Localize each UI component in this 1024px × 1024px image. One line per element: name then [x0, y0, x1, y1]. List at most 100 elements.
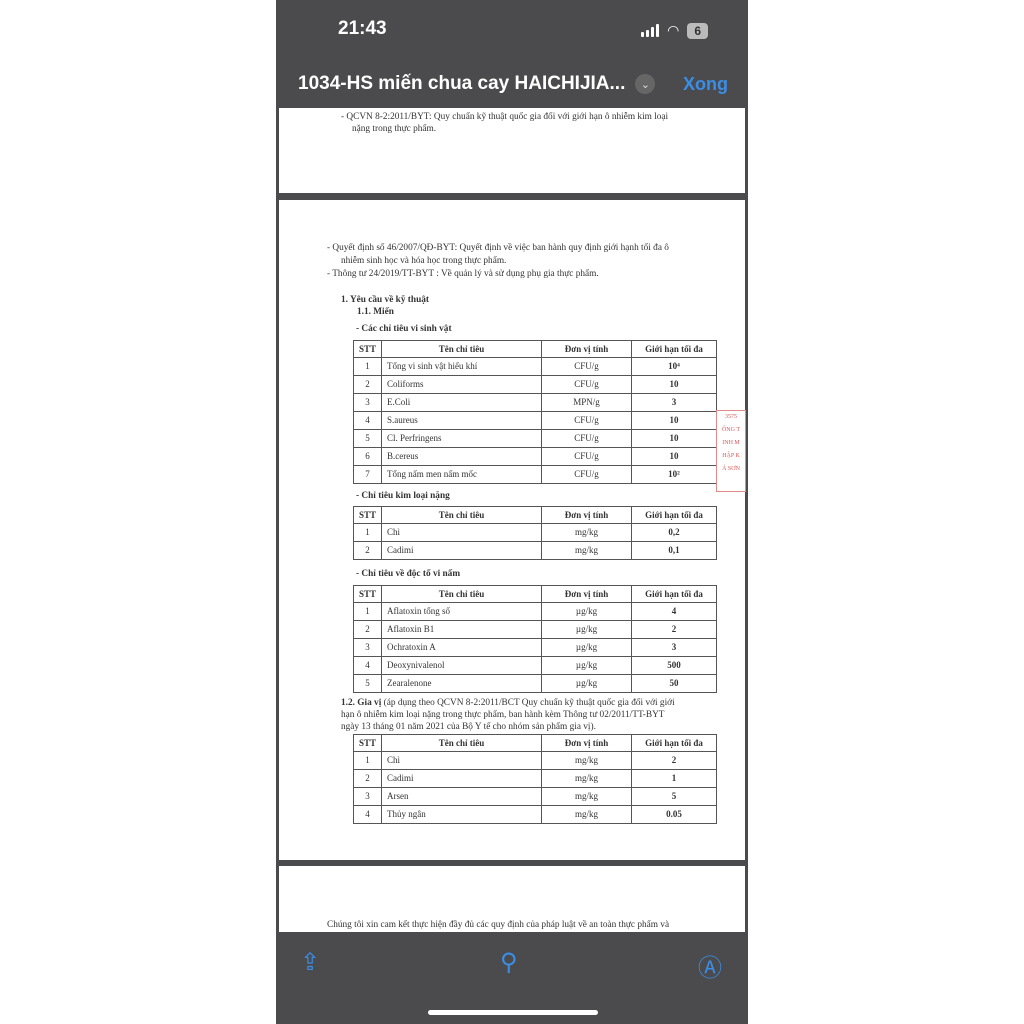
- table-row: 2 Coliforms CFU/g 10: [352, 375, 717, 394]
- table-cell: 10: [631, 411, 717, 430]
- spice-table: STT Tên chỉ tiêu Đơn vị tính Giới hạn tối đ…: [352, 734, 717, 824]
- share-icon[interactable]: ⇪: [300, 949, 321, 976]
- table-cell: CFU/g: [541, 357, 633, 376]
- table-cell: 2: [631, 620, 717, 639]
- table-header: STT Tên chỉ tiêu Đơn vị tính Giới hạn tối đ…: [352, 506, 717, 524]
- table-cell: MPN/g: [541, 393, 633, 412]
- table-cell: mg/kg: [541, 769, 633, 788]
- battery-icon: 6: [687, 22, 708, 39]
- section-label: - Các chỉ tiêu vi sinh vật: [356, 324, 452, 334]
- table-cell: Thủy ngân: [381, 805, 543, 824]
- table-cell: Tổng nấm men nấm mốc: [381, 465, 543, 484]
- column-header: Giới hạn tối đa: [631, 506, 717, 524]
- chevron-down-icon[interactable]: ⌄: [635, 74, 656, 94]
- table-cell: Ochratoxin A: [381, 638, 543, 657]
- text-line: nhiễm sinh học và hóa học trong thực phẩ…: [341, 256, 507, 266]
- table-cell: 0.05: [631, 805, 717, 824]
- table-header: STT Tên chỉ tiêu Đơn vị tính Giới hạn tối đ…: [352, 585, 717, 603]
- home-indicator: [428, 1010, 598, 1015]
- table-row: 2 Aflatoxin B1 µg/kg 2: [352, 620, 717, 639]
- text-line: - QCVN 8-2:2011/BYT: Quy chuẩn kỹ thuật …: [341, 112, 669, 122]
- pdf-page-1: - QCVN 8-2:2011/BYT: Quy chuẩn kỹ thuật …: [279, 108, 745, 193]
- table-row: 5 Cl. Perfringens CFU/g 10: [352, 429, 717, 448]
- table-cell: 6: [352, 447, 383, 466]
- table-cell: CFU/g: [541, 411, 633, 430]
- table-cell: S.aureus: [381, 411, 543, 430]
- table-cell: Cadimi: [381, 769, 543, 788]
- table-cell: Aflatoxin tổng số: [381, 602, 543, 621]
- table-cell: µg/kg: [541, 674, 633, 693]
- table-cell: 2: [352, 541, 383, 560]
- search-icon[interactable]: ⚲: [500, 949, 518, 976]
- table-cell: 1: [631, 769, 717, 788]
- table-cell: CFU/g: [541, 429, 633, 448]
- table-cell: µg/kg: [541, 620, 633, 639]
- table-cell: 50: [631, 674, 717, 693]
- pdf-page-3: Chúng tôi xin cam kết thực hiện đầy đủ c…: [279, 866, 745, 932]
- table-row: 1 Aflatoxin tổng số µg/kg 4: [352, 602, 717, 621]
- table-cell: 4: [352, 411, 383, 430]
- table-row: 6 B.cereus CFU/g 10: [352, 447, 717, 466]
- table-cell: 3: [631, 393, 717, 412]
- table-cell: 5: [352, 429, 383, 448]
- signal-icon: [641, 24, 660, 37]
- table-cell: Arsen: [381, 787, 543, 806]
- heading: 1.1. Miến: [357, 307, 394, 317]
- table-cell: 10²: [631, 465, 717, 484]
- table-cell: 1: [352, 751, 383, 770]
- table-row: 2 Cadimi mg/kg 1: [352, 769, 717, 788]
- table-cell: Tổng vi sinh vật hiếu khí: [381, 357, 543, 376]
- table-cell: 1: [352, 357, 383, 376]
- table-row: 4 Thủy ngân mg/kg 0.05: [352, 805, 717, 824]
- table-cell: 2: [352, 375, 383, 394]
- table-cell: Zearalenone: [381, 674, 543, 693]
- table-cell: 2: [352, 769, 383, 788]
- wifi-icon: ◠: [667, 22, 680, 38]
- table-header: STT Tên chỉ tiêu Đơn vị tính Giới hạn tối đ…: [352, 340, 717, 358]
- pdf-page-2: - Quyết định số 46/2007/QĐ-BYT: Quyết đị…: [279, 200, 746, 860]
- table-cell: CFU/g: [541, 465, 633, 484]
- column-header: Giới hạn tối đa: [631, 340, 717, 358]
- table-cell: 3: [352, 787, 383, 806]
- text: (áp dụng theo QCVN 8-2:2011/BCT Quy chuẩ…: [381, 698, 675, 708]
- text-line: nặng trong thực phẩm.: [352, 124, 437, 134]
- heading: 1.2. Gia vị: [341, 698, 382, 708]
- table-cell: Cadimi: [381, 541, 543, 560]
- table-cell: E.Coli: [381, 393, 543, 412]
- table-cell: mg/kg: [541, 751, 633, 770]
- column-header: Đơn vị tính: [541, 506, 633, 524]
- table-cell: 1: [352, 602, 383, 621]
- table-row: 1 Chì mg/kg 2: [352, 751, 717, 770]
- table-cell: 2: [631, 751, 717, 770]
- table-cell: 4: [631, 602, 717, 621]
- done-button[interactable]: Xong: [683, 73, 728, 94]
- table-cell: 10⁴: [631, 357, 717, 376]
- table-cell: 0,2: [631, 523, 717, 542]
- column-header: STT: [352, 506, 383, 524]
- document-title[interactable]: 1034-HS miến chua cay HAICHIJIA...: [298, 73, 626, 94]
- table-cell: CFU/g: [541, 375, 633, 394]
- status-icons: ◠ 6: [641, 22, 708, 39]
- table-cell: CFU/g: [541, 447, 633, 466]
- table-cell: 3: [631, 638, 717, 657]
- column-header: Đơn vị tính: [541, 734, 633, 752]
- table-cell: 3: [352, 638, 383, 657]
- section-label: - Chỉ tiêu kim loại nặng: [356, 491, 450, 501]
- markup-icon[interactable]: Ⓐ: [698, 955, 722, 982]
- table-cell: Coliforms: [381, 375, 543, 394]
- table-cell: µg/kg: [541, 638, 633, 657]
- column-header: Giới hạn tối đa: [631, 585, 717, 603]
- status-time: 21:43: [338, 18, 387, 39]
- table-cell: 5: [631, 787, 717, 806]
- column-header: Đơn vị tính: [541, 340, 633, 358]
- column-header: STT: [352, 585, 383, 603]
- text-line: ngày 13 tháng 01 năm 2021 của Bộ Y tế ch…: [341, 722, 596, 732]
- table-row: 4 Deoxynivalenol µg/kg 500: [352, 656, 717, 675]
- text-line: Chúng tôi xin cam kết thực hiện đầy đủ c…: [327, 920, 670, 930]
- table-cell: 4: [352, 656, 383, 675]
- text-line: hạn ô nhiễm kim loại nặng trong thực phẩ…: [341, 710, 665, 720]
- column-header: Tên chỉ tiêu: [381, 585, 543, 603]
- table-row: 3 Arsen mg/kg 5: [352, 787, 717, 806]
- heavy-metal-table: STT Tên chỉ tiêu Đơn vị tính Giới hạn tối đ…: [352, 506, 717, 560]
